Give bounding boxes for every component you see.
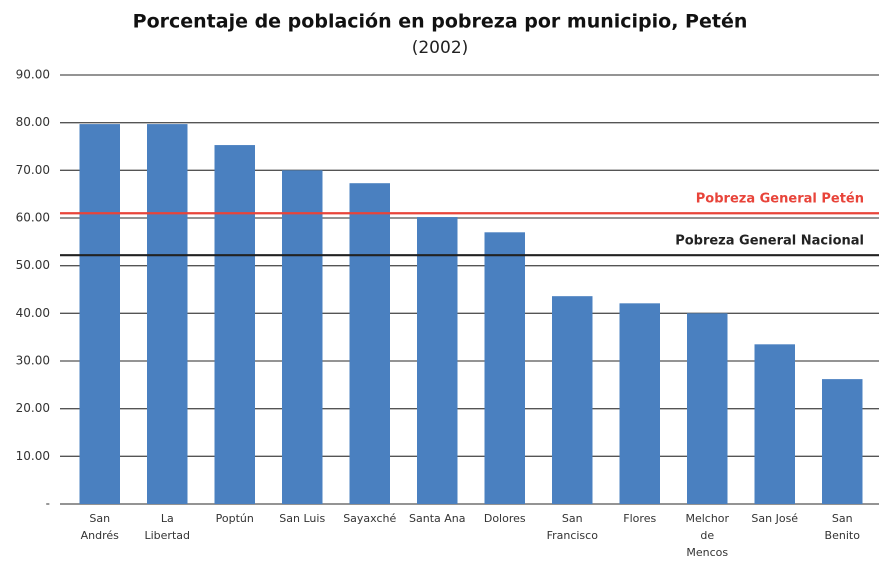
- x-tick-label: San Benito: [824, 512, 860, 542]
- bar: [619, 303, 660, 504]
- y-tick-label: 60.00: [16, 211, 50, 225]
- x-tick-label: San Andrés: [80, 512, 119, 542]
- chart-title: Porcentaje de población en pobreza por m…: [133, 11, 748, 33]
- x-tick-label: Poptún: [215, 512, 254, 525]
- chart-subtitle: (2002): [412, 38, 469, 58]
- x-tick-label: San Luis: [279, 512, 326, 525]
- bar: [214, 145, 255, 504]
- y-tick-label: 80.00: [16, 115, 50, 129]
- bar: [417, 217, 458, 504]
- bar: [822, 379, 863, 504]
- bar: [687, 313, 728, 504]
- bar: [349, 183, 390, 504]
- bar: [552, 296, 593, 504]
- bar: [754, 344, 795, 504]
- y-tick-label: 90.00: [16, 68, 50, 82]
- y-tick-label: 30.00: [16, 354, 50, 368]
- bar: [147, 124, 188, 504]
- x-tick-label: San Francisco: [546, 512, 598, 542]
- x-tick-label: Flores: [623, 512, 657, 525]
- x-tick-label: San José: [751, 512, 799, 525]
- y-tick-label: 50.00: [16, 258, 50, 272]
- x-tick-label: Santa Ana: [409, 512, 466, 525]
- bar: [484, 232, 525, 505]
- x-tick-label: Melchor de Mencos: [685, 512, 730, 559]
- reference-label: Pobreza General Petén: [696, 192, 864, 207]
- y-tick-label: 70.00: [16, 163, 50, 177]
- y-tick-label: -: [46, 497, 50, 511]
- reference-label: Pobreza General Nacional: [675, 234, 864, 249]
- y-tick-label: 40.00: [16, 306, 50, 320]
- x-tick-label: Dolores: [483, 512, 526, 525]
- x-tick-label: La Libertad: [144, 512, 191, 542]
- y-tick-label: 20.00: [16, 401, 50, 415]
- bar: [79, 124, 120, 504]
- x-tick-label: Sayaxché: [343, 512, 397, 525]
- bar: [282, 170, 323, 505]
- y-tick-label: 10.00: [16, 449, 50, 463]
